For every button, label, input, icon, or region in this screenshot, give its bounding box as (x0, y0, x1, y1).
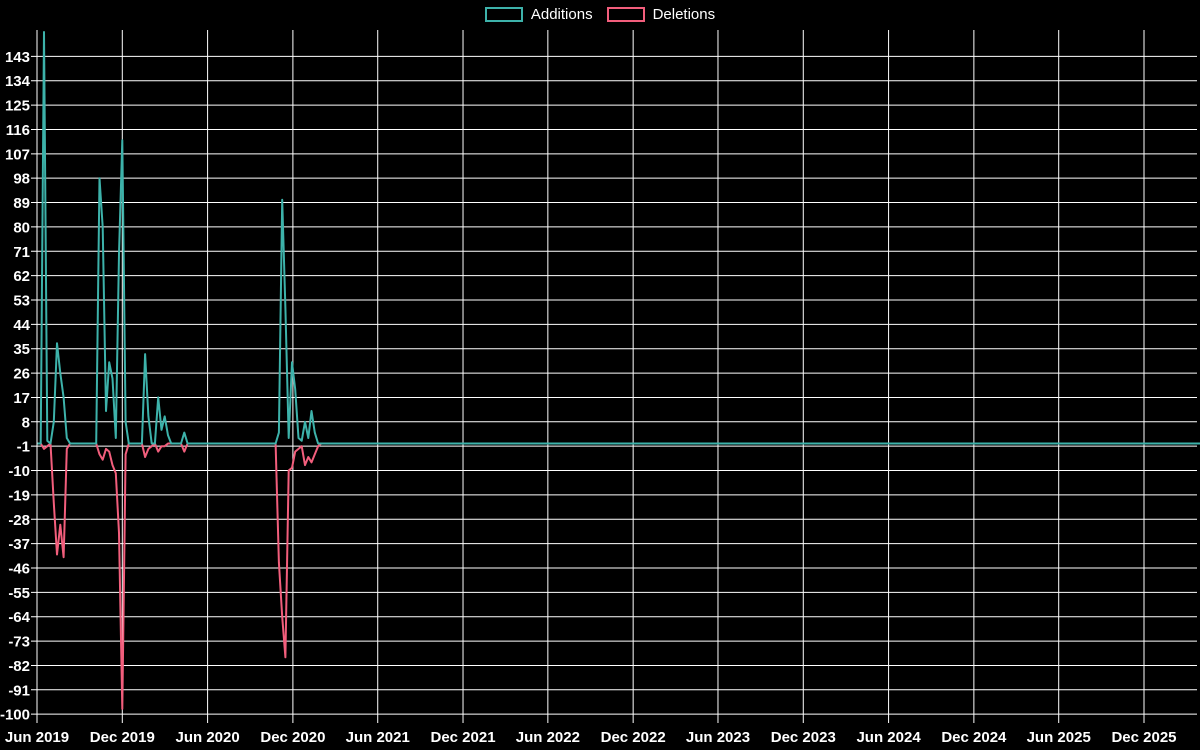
x-tick-label: Jun 2021 (346, 729, 410, 746)
y-tick-label: -1 (17, 439, 30, 456)
y-tick-label: 17 (13, 390, 30, 407)
y-tick-label: 71 (13, 244, 30, 261)
x-tick-label: Jun 2024 (856, 729, 921, 746)
y-tick-label: -19 (8, 487, 30, 504)
x-tick-label: Dec 2025 (1111, 729, 1176, 746)
deletions-legend-label: Deletions (652, 6, 716, 23)
y-tick-label: -37 (8, 536, 30, 553)
additions-line (37, 31, 1200, 445)
y-tick-label: -28 (8, 512, 30, 529)
y-tick-label: 143 (5, 49, 30, 66)
x-tick-label: Jun 2020 (175, 729, 239, 746)
y-tick-label: 62 (13, 268, 30, 285)
x-tick-label: Dec 2021 (430, 729, 495, 746)
y-tick-label: -55 (8, 585, 30, 602)
x-tick-label: Dec 2023 (771, 729, 836, 746)
y-tick-label: 125 (5, 98, 30, 115)
y-tick-label: 8 (22, 414, 30, 431)
y-tick-label: -100 (0, 707, 30, 724)
y-tick-label: -46 (8, 560, 30, 577)
y-tick-label: 80 (13, 219, 30, 236)
x-tick-label: Dec 2024 (941, 729, 1007, 746)
legend-item-deletions[interactable]: Deletions (606, 6, 716, 23)
x-tick-label: Jun 2025 (1027, 729, 1091, 746)
y-tick-label: 35 (13, 341, 30, 358)
x-tick-label: Jun 2019 (5, 729, 69, 746)
y-tick-label: -10 (8, 463, 30, 480)
y-tick-label: 107 (5, 146, 30, 163)
additions-swatch-icon (484, 7, 523, 22)
deletions-swatch-icon (606, 7, 645, 22)
y-tick-label: 44 (13, 317, 30, 334)
y-tick-label: 98 (13, 171, 30, 188)
legend-item-additions[interactable]: Additions (484, 6, 593, 23)
chart-legend: Additions Deletions (0, 7, 1200, 22)
additions-legend-label: Additions (530, 6, 593, 23)
x-tick-label: Jun 2023 (686, 729, 750, 746)
y-tick-label: 89 (13, 195, 30, 212)
y-tick-label: -64 (8, 609, 30, 626)
x-tick-label: Jun 2022 (516, 729, 580, 746)
x-tick-label: Dec 2019 (90, 729, 155, 746)
deletions-line (37, 442, 1200, 710)
y-tick-label: -91 (8, 682, 30, 699)
y-tick-label: 26 (13, 366, 30, 383)
x-tick-label: Dec 2020 (260, 729, 325, 746)
y-tick-label: 53 (13, 292, 30, 309)
y-tick-label: 134 (5, 73, 31, 90)
y-tick-label: 116 (6, 122, 30, 139)
y-tick-label: -73 (8, 634, 30, 651)
x-tick-label: Dec 2022 (601, 729, 666, 746)
y-tick-label: -82 (8, 658, 30, 675)
